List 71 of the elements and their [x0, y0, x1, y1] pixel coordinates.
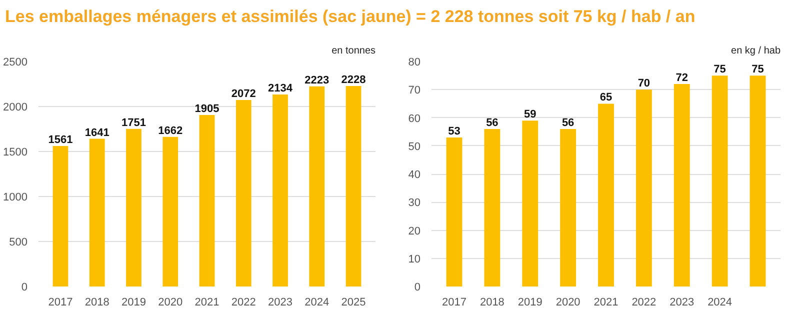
data-label: 2134 [268, 82, 294, 94]
bar [162, 136, 178, 286]
data-label: 2228 [341, 74, 366, 86]
bar [199, 115, 215, 286]
data-label: 1751 [122, 116, 146, 129]
data-label: 56 [486, 117, 498, 129]
y-tick-label: 2000 [3, 102, 28, 114]
data-label: 1662 [158, 124, 183, 137]
data-label: 2223 [304, 74, 330, 86]
bar [560, 129, 576, 286]
bar [636, 90, 652, 286]
y-tick-label: 30 [408, 197, 421, 210]
bar [598, 104, 614, 286]
y-tick-label: 0 [414, 282, 421, 294]
y-tick-label: 20 [408, 225, 421, 238]
data-label: 72 [676, 72, 688, 84]
x-tick-label: 2021 [594, 296, 618, 308]
x-tick-label: 2022 [231, 296, 256, 308]
x-tick-label: 2018 [480, 296, 504, 308]
text: en kg / hab [731, 46, 781, 56]
x-tick-label: 2022 [632, 296, 656, 308]
data-label: 53 [448, 125, 460, 138]
bar [712, 76, 728, 286]
data-label: 75 [752, 64, 764, 76]
x-tick-label: 2025 [341, 296, 366, 308]
data-label: 1641 [84, 126, 110, 139]
x-tick-label: 2018 [84, 296, 110, 308]
data-label: 2072 [231, 88, 256, 100]
data-label: 59 [524, 108, 536, 121]
y-tick-label: 80 [408, 56, 421, 68]
y-tick-label: 1500 [3, 146, 28, 158]
x-tick-label: 2020 [158, 296, 183, 308]
data-label: 65 [600, 92, 612, 104]
x-tick-label: 2023 [268, 296, 293, 308]
x-tick-label: 2017 [48, 296, 73, 308]
y-tick-label: 2500 [3, 56, 28, 68]
x-tick-label: 2019 [518, 296, 542, 308]
bar [52, 146, 68, 286]
text: en tonnes [332, 46, 376, 56]
x-tick-label: 2019 [122, 296, 146, 308]
data-label: 75 [714, 64, 726, 76]
y-tick-label: 50 [408, 140, 421, 153]
data-label: 1905 [194, 103, 220, 116]
y-tick-label: 500 [9, 236, 28, 248]
x-tick-label: 2024 [708, 296, 732, 308]
bar [674, 84, 690, 286]
bar [484, 129, 500, 286]
data-label: 1561 [48, 134, 73, 146]
x-tick-label: 2023 [670, 296, 694, 308]
bar [89, 138, 105, 286]
bar [346, 86, 362, 286]
y-tick-label: 70 [408, 84, 421, 97]
bar [272, 94, 288, 286]
x-tick-label: 2024 [304, 296, 330, 308]
y-tick-label: 1000 [3, 192, 28, 204]
y-tick-label: 10 [408, 253, 421, 266]
x-tick-label: 2021 [194, 296, 220, 308]
y-tick-label: 0 [21, 282, 28, 294]
x-tick-label: 2017 [442, 296, 467, 308]
bar [522, 120, 538, 286]
bar [126, 128, 142, 286]
bar [309, 86, 325, 286]
chart-title: Les emballages ménagers et assimilés (sac jaune) = 2 228 tonnes soit 75 kg / hab / an [5, 6, 696, 28]
data-label: 56 [562, 117, 574, 129]
x-tick-label: 2020 [556, 296, 580, 308]
bar [446, 137, 462, 286]
bar [236, 100, 252, 286]
data-label: 70 [638, 78, 650, 90]
y-tick-label: 60 [408, 112, 421, 125]
bar [750, 76, 766, 286]
y-tick-label: 40 [408, 169, 421, 181]
